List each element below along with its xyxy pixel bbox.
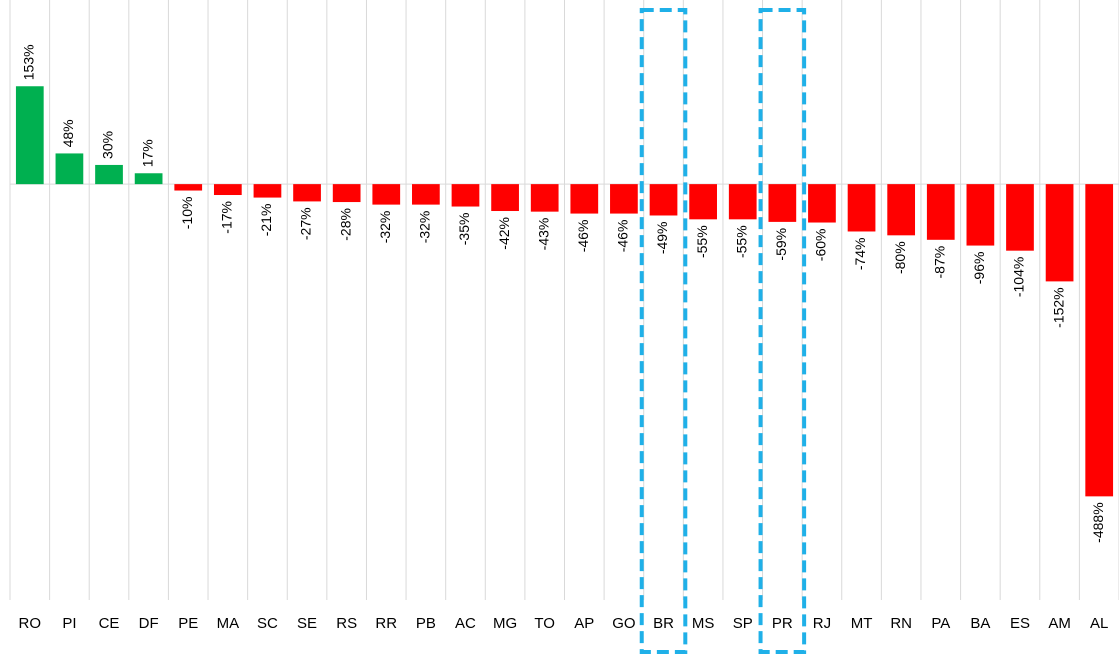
bar bbox=[95, 164, 123, 185]
bar bbox=[768, 184, 797, 222]
bar bbox=[728, 184, 757, 220]
x-tick-label: SP bbox=[733, 615, 753, 632]
value-label: -28% bbox=[337, 208, 353, 241]
value-label: -42% bbox=[496, 217, 512, 250]
x-tick-label: RJ bbox=[813, 615, 831, 632]
x-tick-label: BA bbox=[970, 615, 990, 632]
value-label: -32% bbox=[417, 211, 433, 244]
value-label: -96% bbox=[971, 252, 987, 285]
x-tick-label: PE bbox=[178, 615, 198, 632]
bar bbox=[530, 184, 559, 212]
bar bbox=[649, 184, 678, 216]
bar bbox=[491, 184, 519, 212]
value-label: -104% bbox=[1011, 257, 1027, 297]
x-tick-label: PI bbox=[62, 615, 76, 632]
x-tick-label: SE bbox=[297, 615, 317, 632]
bar bbox=[412, 184, 440, 205]
value-label: -55% bbox=[694, 225, 710, 258]
x-tick-label: PB bbox=[416, 615, 436, 632]
value-label: 17% bbox=[139, 139, 155, 167]
x-tick-label: AP bbox=[574, 615, 594, 632]
value-label: -17% bbox=[219, 201, 235, 234]
x-tick-label: MA bbox=[217, 615, 240, 632]
value-label: -32% bbox=[377, 211, 393, 244]
bar bbox=[1006, 184, 1034, 251]
x-tick-label: ES bbox=[1010, 615, 1030, 632]
x-tick-label: RN bbox=[890, 615, 912, 632]
value-label: -60% bbox=[813, 229, 829, 262]
bar bbox=[372, 184, 401, 205]
value-label: -46% bbox=[575, 220, 591, 253]
x-tick-label: GO bbox=[612, 615, 635, 632]
x-tick-label: PA bbox=[931, 615, 950, 632]
x-tick-label: MG bbox=[493, 615, 517, 632]
x-tick-label: AM bbox=[1048, 615, 1071, 632]
value-label: -74% bbox=[852, 237, 868, 270]
value-label: -488% bbox=[1090, 502, 1106, 542]
value-label: -21% bbox=[258, 204, 274, 237]
x-tick-label: RR bbox=[375, 615, 397, 632]
bar bbox=[293, 184, 321, 202]
value-label: 153% bbox=[21, 44, 37, 80]
x-tick-label: BR bbox=[653, 615, 674, 632]
bar bbox=[332, 184, 361, 203]
bar bbox=[174, 184, 203, 191]
bar bbox=[451, 184, 480, 207]
x-tick-label: DF bbox=[139, 615, 159, 632]
bar bbox=[570, 184, 599, 214]
highlight-box bbox=[758, 8, 807, 654]
value-label: -152% bbox=[1050, 287, 1066, 327]
value-label: -27% bbox=[298, 207, 314, 240]
x-tick-label: SC bbox=[257, 615, 278, 632]
value-label: -35% bbox=[456, 213, 472, 246]
x-tick-label: RS bbox=[336, 615, 357, 632]
value-label: -46% bbox=[615, 220, 631, 253]
value-label: -43% bbox=[535, 218, 551, 251]
x-tick-label: AC bbox=[455, 615, 476, 632]
bar bbox=[966, 184, 995, 246]
bar bbox=[1045, 184, 1074, 282]
bar bbox=[610, 184, 638, 214]
bar bbox=[808, 184, 836, 223]
value-label: -87% bbox=[931, 246, 947, 279]
bar bbox=[689, 184, 717, 220]
value-label: -49% bbox=[654, 221, 670, 254]
bar bbox=[55, 153, 84, 185]
highlight-box bbox=[639, 8, 688, 654]
x-tick-label: RO bbox=[19, 615, 42, 632]
bar bbox=[253, 184, 282, 198]
bar bbox=[1085, 184, 1114, 497]
x-tick-label: TO bbox=[534, 615, 555, 632]
value-label: 30% bbox=[100, 131, 116, 159]
value-label: -55% bbox=[733, 225, 749, 258]
x-tick-label: MT bbox=[851, 615, 873, 632]
x-tick-label: CE bbox=[99, 615, 120, 632]
value-label: -59% bbox=[773, 228, 789, 261]
value-label: -10% bbox=[179, 197, 195, 230]
bar bbox=[134, 173, 163, 185]
bar bbox=[847, 184, 876, 232]
x-tick-label: PR bbox=[772, 615, 793, 632]
bar bbox=[15, 86, 44, 185]
bar bbox=[213, 184, 242, 196]
x-tick-label: AL bbox=[1090, 615, 1108, 632]
value-label: -80% bbox=[892, 241, 908, 274]
bar bbox=[887, 184, 916, 236]
value-label: 48% bbox=[60, 119, 76, 147]
x-tick-label: MS bbox=[692, 615, 715, 632]
bar bbox=[926, 184, 955, 240]
